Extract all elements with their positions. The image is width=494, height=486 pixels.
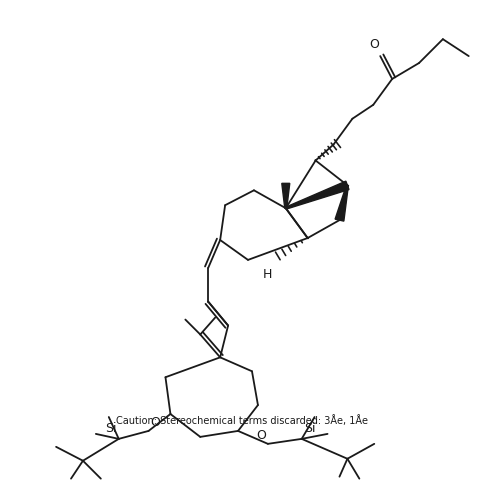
Polygon shape xyxy=(335,185,348,221)
Text: O: O xyxy=(370,37,379,51)
Polygon shape xyxy=(282,183,290,208)
Text: Si: Si xyxy=(105,422,117,435)
Polygon shape xyxy=(286,181,349,209)
Text: O: O xyxy=(151,417,161,430)
Text: Si: Si xyxy=(304,422,315,435)
Text: Caution: Stereochemical terms discarded: 3Åe, 1Åe: Caution: Stereochemical terms discarded:… xyxy=(116,416,368,426)
Text: H: H xyxy=(263,268,273,281)
Text: O: O xyxy=(256,430,266,442)
